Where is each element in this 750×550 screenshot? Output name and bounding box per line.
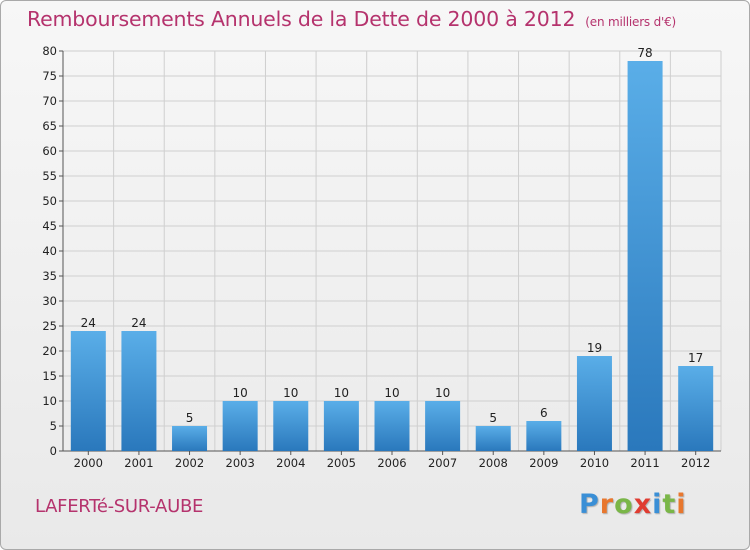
proxiti-logo: Proxiti (579, 489, 687, 520)
bar-2005 (323, 401, 359, 451)
value-label-2002: 5 (186, 411, 194, 425)
logo-letter: o (614, 489, 634, 520)
chart-title-text: Remboursements Annuels de la Dette de 20… (27, 7, 576, 31)
x-tick-label-2002: 2002 (175, 456, 204, 470)
y-tick-label: 20 (42, 344, 57, 358)
bar-2012 (678, 366, 714, 451)
bar-2008 (475, 426, 511, 451)
y-tick-label: 45 (42, 219, 57, 233)
value-label-2007: 10 (435, 386, 450, 400)
bars (70, 61, 714, 451)
bar-2003 (222, 401, 258, 451)
y-tick-label: 10 (42, 394, 57, 408)
logo-letter: P (579, 489, 600, 520)
value-label-2012: 17 (688, 351, 703, 365)
labels: 0510152025303540455055606570758024200024… (42, 44, 710, 470)
logo-letter: i (652, 489, 663, 520)
y-tick-label: 55 (42, 169, 57, 183)
x-tick-label-2000: 2000 (74, 456, 103, 470)
value-label-2006: 10 (384, 386, 399, 400)
bar-2011 (627, 61, 663, 451)
y-tick-label: 80 (42, 44, 57, 58)
y-tick-label: 75 (42, 69, 57, 83)
bar-2010 (576, 356, 612, 451)
x-tick-label-2003: 2003 (226, 456, 255, 470)
value-label-2001: 24 (131, 316, 146, 330)
x-tick-label-2005: 2005 (327, 456, 356, 470)
value-label-2000: 24 (81, 316, 96, 330)
logo-letter: x (633, 489, 653, 520)
y-tick-label: 0 (50, 444, 57, 458)
y-tick-label: 25 (42, 319, 57, 333)
y-tick-label: 30 (42, 294, 57, 308)
y-tick-label: 50 (42, 194, 57, 208)
value-label-2010: 19 (587, 341, 602, 355)
value-label-2005: 10 (334, 386, 349, 400)
x-tick-label-2007: 2007 (428, 456, 457, 470)
y-tick-label: 60 (42, 144, 57, 158)
logo-letter: i (676, 489, 687, 520)
x-tick-label-2001: 2001 (124, 456, 153, 470)
y-tick-label: 35 (42, 269, 57, 283)
x-tick-label-2006: 2006 (377, 456, 406, 470)
x-tick-label-2008: 2008 (479, 456, 508, 470)
bar-2007 (425, 401, 461, 451)
bar-2000 (70, 331, 106, 451)
y-tick-label: 5 (50, 419, 57, 433)
x-tick-label-2009: 2009 (529, 456, 558, 470)
y-tick-label: 70 (42, 94, 57, 108)
value-label-2003: 10 (233, 386, 248, 400)
y-tick-label: 65 (42, 119, 57, 133)
value-label-2004: 10 (283, 386, 298, 400)
y-tick-label: 40 (42, 244, 57, 258)
bar-2002 (172, 426, 208, 451)
commune-name: LAFERTé-SUR-AUBE (35, 496, 204, 517)
y-tick-label: 15 (42, 369, 57, 383)
bar-2006 (374, 401, 410, 451)
bar-2009 (526, 421, 562, 451)
value-label-2008: 5 (489, 411, 497, 425)
x-tick-label-2010: 2010 (580, 456, 609, 470)
bar-2001 (121, 331, 157, 451)
chart-unit: (en milliers d'€) (585, 15, 677, 29)
logo-letter: r (599, 489, 615, 520)
chart-title: Remboursements Annuels de la Dette de 20… (27, 7, 676, 31)
x-tick-label-2012: 2012 (681, 456, 710, 470)
bar-2004 (273, 401, 309, 451)
value-label-2009: 6 (540, 406, 548, 420)
x-tick-label-2004: 2004 (276, 456, 305, 470)
x-tick-label-2011: 2011 (630, 456, 659, 470)
logo-letter: t (662, 489, 677, 520)
value-label-2011: 78 (637, 46, 652, 60)
